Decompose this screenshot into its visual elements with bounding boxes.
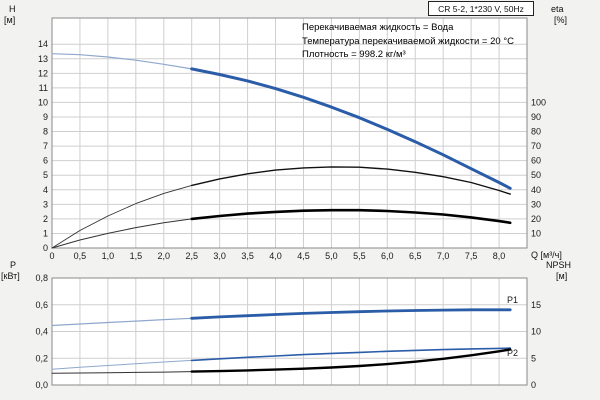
svg-text:12: 12	[38, 68, 48, 78]
svg-text:1,5: 1,5	[130, 251, 143, 261]
pump-model-box: CR 5-2, 1*230 V, 50Hz	[428, 1, 534, 16]
svg-text:11: 11	[39, 83, 48, 93]
p-axis-unit: [кВт]	[1, 271, 20, 281]
svg-text:3: 3	[43, 199, 48, 209]
svg-text:1,0: 1,0	[102, 251, 115, 261]
curve-H	[51, 53, 512, 190]
svg-text:8,0: 8,0	[493, 251, 506, 261]
svg-text:7: 7	[43, 141, 48, 151]
curve-P2	[51, 347, 511, 370]
eta-axis-unit: [%]	[554, 15, 568, 25]
p-axis-label: P	[10, 260, 17, 270]
npsh-axis-unit: [м]	[556, 271, 568, 281]
svg-text:10: 10	[531, 228, 541, 238]
svg-text:0: 0	[43, 243, 48, 253]
svg-text:14: 14	[38, 39, 48, 49]
svg-text:0,8: 0,8	[35, 273, 48, 283]
svg-text:13: 13	[38, 54, 48, 64]
svg-text:5: 5	[43, 170, 48, 180]
svg-text:20: 20	[531, 214, 541, 224]
svg-text:100: 100	[531, 97, 546, 107]
head-efficiency-chart: 0123456789101112131410203040506070809010…	[38, 17, 546, 261]
svg-text:0,6: 0,6	[35, 300, 48, 310]
svg-text:30: 30	[531, 199, 541, 209]
npsh-axis-label: NPSH	[546, 260, 572, 270]
svg-text:8: 8	[43, 127, 48, 137]
svg-text:40: 40	[531, 185, 541, 195]
svg-text:15: 15	[531, 300, 541, 310]
svg-text:4: 4	[43, 185, 48, 195]
svg-text:5: 5	[531, 353, 536, 363]
svg-text:0,5: 0,5	[74, 251, 87, 261]
svg-text:3,0: 3,0	[213, 251, 226, 261]
h-axis-label: H	[9, 4, 16, 14]
tick-labels: 0123456789101112131410203040506070809010…	[38, 39, 546, 261]
svg-text:80: 80	[531, 127, 541, 137]
svg-text:6,5: 6,5	[409, 251, 422, 261]
eta-axis-label: eta	[551, 4, 564, 14]
svg-text:6: 6	[43, 156, 48, 166]
tick-labels: 0,0 0,2 0,4 0,6 0,8 0 5 10 15	[35, 273, 541, 390]
curve-eta-pump-motor	[51, 208, 512, 249]
annotation-density: Плотность = 998.2 кг/м³	[302, 49, 406, 60]
svg-text:5,0: 5,0	[325, 251, 338, 261]
svg-text:0: 0	[49, 251, 54, 261]
q-axis-label: Q [м³/ч]	[531, 250, 562, 260]
svg-text:2: 2	[43, 214, 48, 224]
series-label-P2: P2	[507, 348, 518, 358]
svg-text:10: 10	[531, 327, 541, 337]
h-axis-unit: [м]	[4, 15, 16, 25]
svg-text:60: 60	[531, 156, 541, 166]
curve-eta-pump	[51, 166, 511, 249]
svg-text:2,0: 2,0	[158, 251, 171, 261]
curve-NPSH	[51, 348, 512, 374]
svg-text:3,5: 3,5	[241, 251, 254, 261]
svg-text:50: 50	[531, 170, 541, 180]
svg-text:90: 90	[531, 112, 541, 122]
svg-text:7,5: 7,5	[465, 251, 478, 261]
svg-text:9: 9	[43, 112, 48, 122]
svg-text:2,5: 2,5	[185, 251, 198, 261]
annotation-liquid: Перекачиваемая жидкость = Вода	[302, 22, 454, 33]
svg-text:0,4: 0,4	[35, 327, 48, 337]
svg-text:5,5: 5,5	[353, 251, 366, 261]
liquid-annotations: Перекачиваемая жидкость = Вода Температу…	[302, 21, 514, 62]
svg-text:0: 0	[531, 380, 536, 390]
annotation-temperature: Температура перекачиваемой жидкости = 20…	[302, 35, 514, 47]
svg-text:4,0: 4,0	[269, 251, 282, 261]
series-label-P1: P1	[507, 295, 518, 305]
svg-text:70: 70	[531, 141, 541, 151]
svg-text:10: 10	[38, 97, 48, 107]
power-npsh-chart: 0,0 0,2 0,4 0,6 0,8 0 5 10 15 P1 P2	[35, 273, 541, 390]
svg-text:0,0: 0,0	[35, 380, 48, 390]
svg-text:7,0: 7,0	[437, 251, 450, 261]
curve-P1	[51, 308, 512, 327]
pump-model-text: CR 5-2, 1*230 V, 50Hz	[438, 3, 524, 14]
svg-text:1: 1	[43, 228, 48, 238]
svg-text:0,2: 0,2	[35, 353, 48, 363]
svg-text:6,0: 6,0	[381, 251, 394, 261]
svg-text:4,5: 4,5	[297, 251, 310, 261]
